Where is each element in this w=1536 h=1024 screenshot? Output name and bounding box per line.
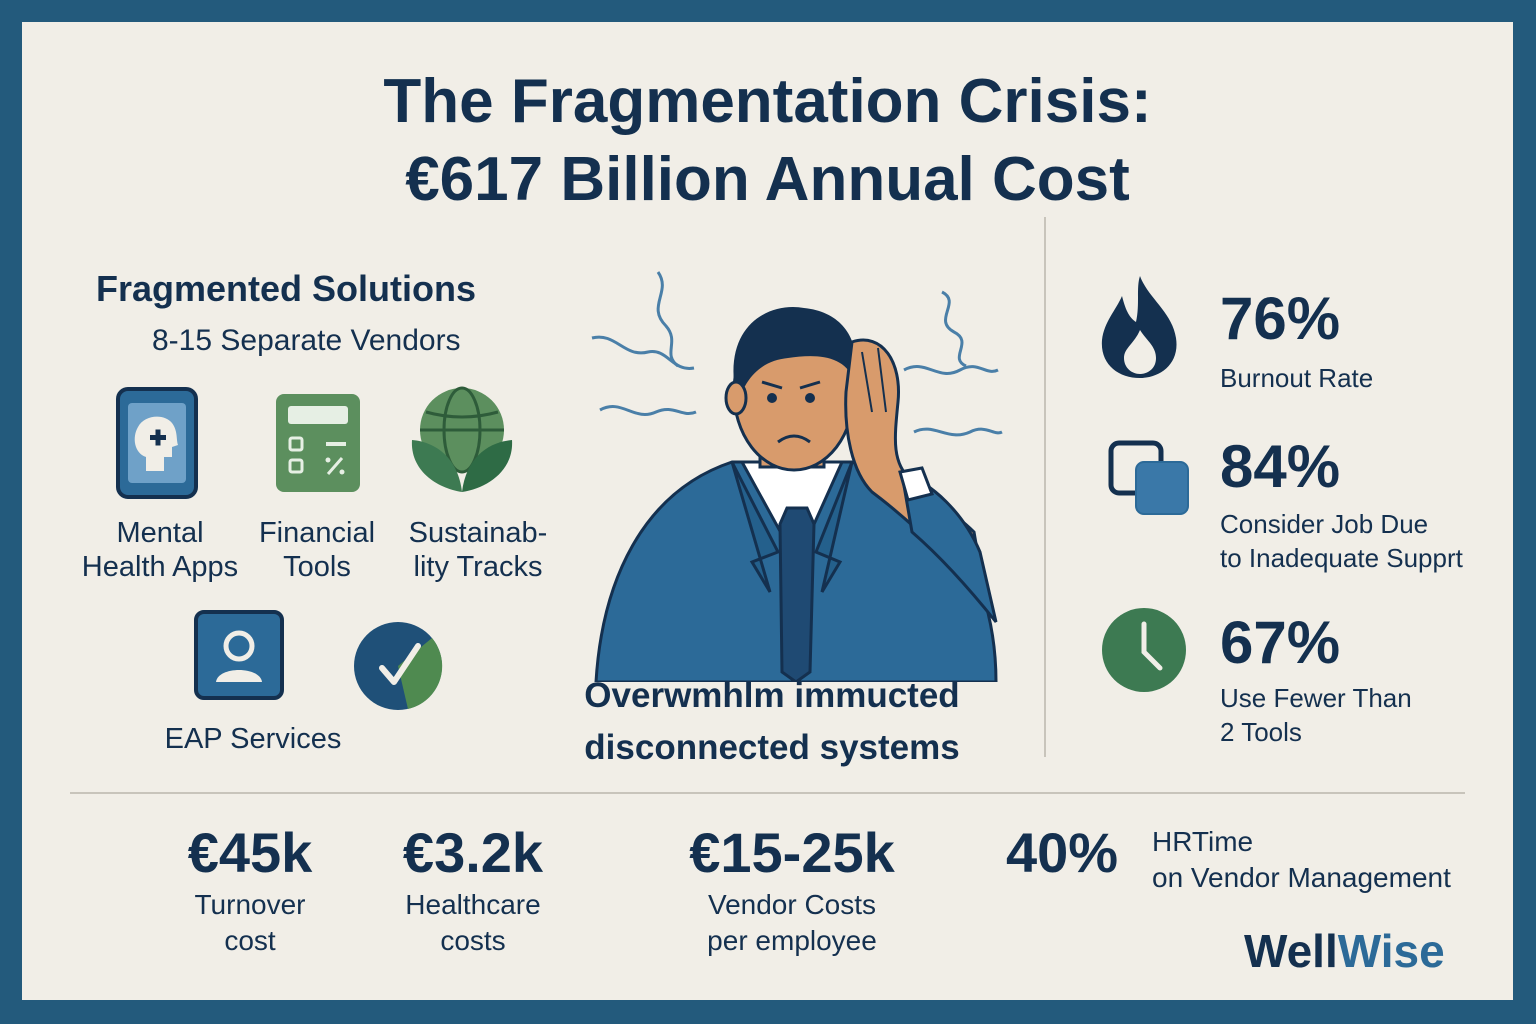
horizontal-divider <box>70 792 1465 794</box>
center-caption: Overwmhlm immucted disconnected systems <box>522 670 1022 774</box>
bottom-stat-healthcare: €3.2k Healthcare costs <box>378 820 568 959</box>
bottom-value: €3.2k <box>402 821 544 884</box>
vertical-divider <box>1044 217 1046 757</box>
person-icon <box>194 610 284 700</box>
calculator-icon <box>276 394 360 492</box>
title-line-1: The Fragmentation Crisis: <box>383 67 1152 136</box>
clock-icon <box>1102 608 1186 692</box>
stat-value-fewer-tools: 67% <box>1220 609 1341 676</box>
label-line: Use Fewer Than <box>1220 683 1412 713</box>
label-line: costs <box>440 925 506 956</box>
stat-label-consider-job: Consider Job Due to Inadequate Supprt <box>1220 507 1463 575</box>
label-line: Healthcare <box>405 889 541 920</box>
vendors-subheading: 8-15 Separate Vendors <box>152 324 461 357</box>
caption-line-1: Overwmhlm immucted <box>584 676 960 715</box>
stat-label-burnout: Burnout Rate <box>1220 363 1374 393</box>
mental-health-phone-icon <box>116 387 198 499</box>
label-line: Sustainab- <box>408 517 548 549</box>
label-line: Mental <box>116 517 204 549</box>
bottom-stat-vendor-costs: €15-25k Vendor Costs per employee <box>652 820 932 959</box>
bottom-label: Healthcare costs <box>378 887 568 959</box>
bottom-label: Vendor Costs per employee <box>652 887 932 959</box>
flame-icon <box>1101 276 1177 378</box>
item-label-financial-tools: Financial Tools <box>244 516 390 584</box>
item-label-sustainability: Sustainab- lity Tracks <box>394 516 562 584</box>
infographic-panel: The Fragmentation Crisis: €617 Billion A… <box>22 22 1513 1000</box>
stat-value-burnout: 76% <box>1220 285 1341 352</box>
label-line: Consider Job Due <box>1220 509 1429 539</box>
label-line: Tools <box>283 551 351 583</box>
label-line: per employee <box>707 925 877 956</box>
bottom-stat-turnover: €45k Turnover cost <box>150 820 350 959</box>
bottom-value: €45k <box>187 821 313 884</box>
label-line: on Vendor Management <box>1152 862 1451 893</box>
logo-part-2: Wise <box>1337 925 1445 977</box>
bottom-value-hr-time: 40% <box>1006 821 1119 884</box>
globe-leaf-icon <box>411 386 513 492</box>
stat-label-fewer-tools: Use Fewer Than 2 Tools <box>1220 681 1412 749</box>
label-line: Vendor Costs <box>707 889 877 920</box>
logo-part-1: Well <box>1244 925 1338 977</box>
item-label-eap-services: EAP Services <box>164 723 342 755</box>
item-label-mental-health: Mental Health Apps <box>80 516 240 584</box>
label-line: to Inadequate Supprt <box>1220 543 1463 573</box>
check-pie-icon <box>354 622 443 710</box>
overlapping-squares-icon <box>1108 440 1189 515</box>
fragmented-solutions-heading: Fragmented Solutions <box>96 268 477 309</box>
bottom-label-hr-time: HRTime on Vendor Management <box>1152 824 1451 896</box>
title-line-2: €617 Billion Annual Cost <box>405 145 1130 214</box>
label-line: lity Tracks <box>413 551 543 583</box>
label-line: Health Apps <box>81 551 239 583</box>
stat-value-consider-job: 84% <box>1220 433 1341 500</box>
label-line: Turnover <box>194 889 306 920</box>
bottom-value: €15-25k <box>689 821 895 884</box>
label-line: HRTime <box>1152 826 1254 857</box>
bottom-label: Turnover cost <box>150 887 350 959</box>
label-line: Financial <box>258 517 376 549</box>
label-line: 2 Tools <box>1220 717 1302 747</box>
caption-line-2: disconnected systems <box>584 728 960 767</box>
wellwise-logo: WellWise <box>1244 924 1445 978</box>
stressed-businessman-illustration <box>591 271 1003 682</box>
label-line: cost <box>224 925 276 956</box>
